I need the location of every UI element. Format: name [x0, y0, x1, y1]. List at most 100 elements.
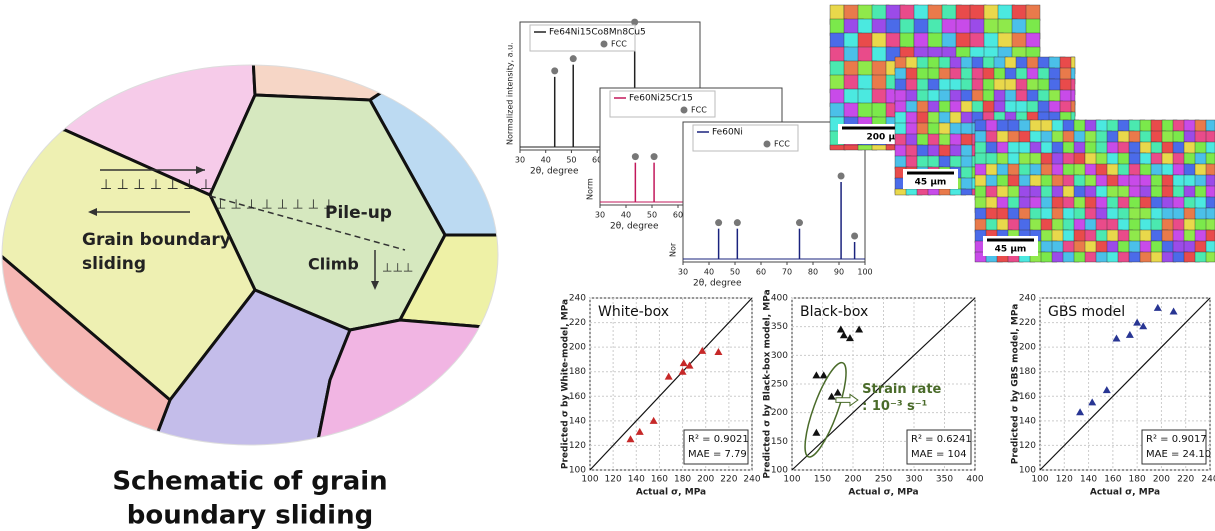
metric: R² = 0.9021 — [688, 434, 749, 445]
x-tick-label: 300 — [905, 475, 922, 485]
scale-label: 200 μm — [867, 133, 905, 143]
x-tick-label: 40 — [541, 156, 551, 165]
caption: boundary sliding — [127, 501, 373, 531]
grain — [983, 4, 1001, 21]
metrics-box — [683, 429, 749, 465]
point — [679, 359, 688, 367]
point — [1076, 408, 1085, 416]
point — [1102, 386, 1111, 394]
y-axis-label: Predicted σ by Black-box model, MPa — [763, 289, 773, 478]
x-tick-label: 90 — [834, 268, 844, 277]
grain — [885, 18, 902, 36]
legend-label: Fe64Ni15Co8Mn8Cu5 — [549, 28, 646, 38]
x-tick-label: 60 — [592, 156, 602, 165]
x-tick-label: 120 — [605, 475, 622, 485]
metric: MAE = 24.10 — [1146, 449, 1211, 460]
point — [839, 331, 848, 339]
grain — [1025, 4, 1041, 21]
y-tick-label: 300 — [771, 351, 788, 361]
y-tick-label: 160 — [1019, 392, 1036, 402]
grain — [996, 207, 1009, 220]
grain — [1205, 251, 1215, 263]
scatter-plot: 100 120 140 160 180 200 220 240 100 120 140 160 180 2… — [1011, 294, 1215, 498]
x-tick-label: 200 — [844, 475, 861, 485]
fcc-marker — [631, 153, 639, 161]
y-tick-label: 180 — [1019, 367, 1036, 377]
x-tick-label: 120 — [1056, 475, 1073, 485]
grain — [927, 100, 940, 114]
grain — [1062, 163, 1076, 177]
grain — [1084, 174, 1098, 187]
point — [626, 435, 635, 443]
x-axis-label: Actual σ, MPa — [1090, 488, 1160, 498]
grain — [905, 155, 919, 169]
metric: MAE = 104 — [911, 449, 967, 460]
legend-box — [529, 24, 636, 52]
grain-schematic — [2, 65, 498, 445]
grain — [1015, 56, 1028, 70]
x-tick-label: 180 — [674, 475, 691, 485]
identity-line — [589, 297, 753, 471]
metric: MAE = 7.79 — [688, 449, 747, 460]
legend-box — [692, 124, 799, 152]
scatter-plot: 100 150 200 250 300 350 400 100 150 200 250 300 350 4… — [763, 289, 984, 497]
grain — [1139, 251, 1153, 263]
grain — [1205, 196, 1215, 209]
point — [812, 428, 821, 436]
grain — [1183, 130, 1197, 143]
x-tick-label: 30 — [595, 211, 605, 220]
micrographs: 200 μm 45 μm 45 μm — [829, 4, 1215, 263]
ellipse-border — [1, 64, 499, 446]
legend-label: Fe60Ni25Cr15 — [629, 94, 693, 104]
label: Pile-up — [325, 203, 392, 223]
grain — [1150, 152, 1164, 165]
y-tick-label: 200 — [771, 408, 788, 418]
grain — [905, 122, 918, 135]
grain — [1007, 141, 1021, 154]
x-tick-label: 60 — [673, 211, 683, 220]
x-tick-label: 220 — [720, 475, 737, 485]
caption: Schematic of grain — [112, 467, 387, 497]
y-tick-label: 240 — [569, 294, 586, 304]
y-tick-label: 140 — [569, 416, 586, 426]
legend-box — [609, 90, 716, 118]
scatter-plot: 100 120 140 160 180 200 220 240 100 120 140 160 180 2… — [561, 294, 761, 498]
grain — [1205, 185, 1215, 199]
y-tick-label: 100 — [569, 466, 586, 476]
grain — [927, 188, 941, 196]
arrowhead — [88, 208, 97, 216]
grain — [1051, 251, 1065, 263]
x-tick-label: 50 — [647, 211, 657, 220]
legend-label: Fe60Ni — [712, 128, 743, 138]
grain — [1048, 67, 1062, 81]
x-tick-label: 160 — [1104, 475, 1121, 485]
grain — [916, 144, 930, 157]
point — [819, 371, 828, 379]
point — [836, 325, 845, 333]
point — [1133, 318, 1142, 326]
metric: R² = 0.6241 — [911, 434, 972, 445]
grain — [1205, 229, 1215, 243]
x-tick-label: 40 — [621, 211, 631, 220]
y-axis-label: Predicted σ by GBS model, MPa — [1011, 304, 1021, 465]
y-tick-label: 250 — [771, 380, 788, 390]
legend-label: FCC — [611, 40, 627, 49]
x-tick-label: 50 — [566, 156, 576, 165]
point — [812, 371, 821, 379]
chart-title: Black-box — [800, 304, 868, 320]
grain — [1040, 185, 1053, 199]
legend-label: FCC — [774, 140, 790, 149]
metrics-box — [1141, 429, 1207, 465]
x-tick-label: 40 — [704, 268, 714, 277]
point — [1169, 307, 1178, 315]
identity-line — [1039, 297, 1211, 471]
y-tick-label: 100 — [771, 466, 788, 476]
point — [1153, 303, 1162, 311]
x-tick-label: 200 — [697, 475, 714, 485]
grain — [885, 32, 901, 49]
fcc-marker — [650, 153, 658, 161]
point — [845, 334, 854, 342]
fcc-marker — [715, 219, 723, 227]
x-tick-label: 240 — [1201, 475, 1215, 485]
